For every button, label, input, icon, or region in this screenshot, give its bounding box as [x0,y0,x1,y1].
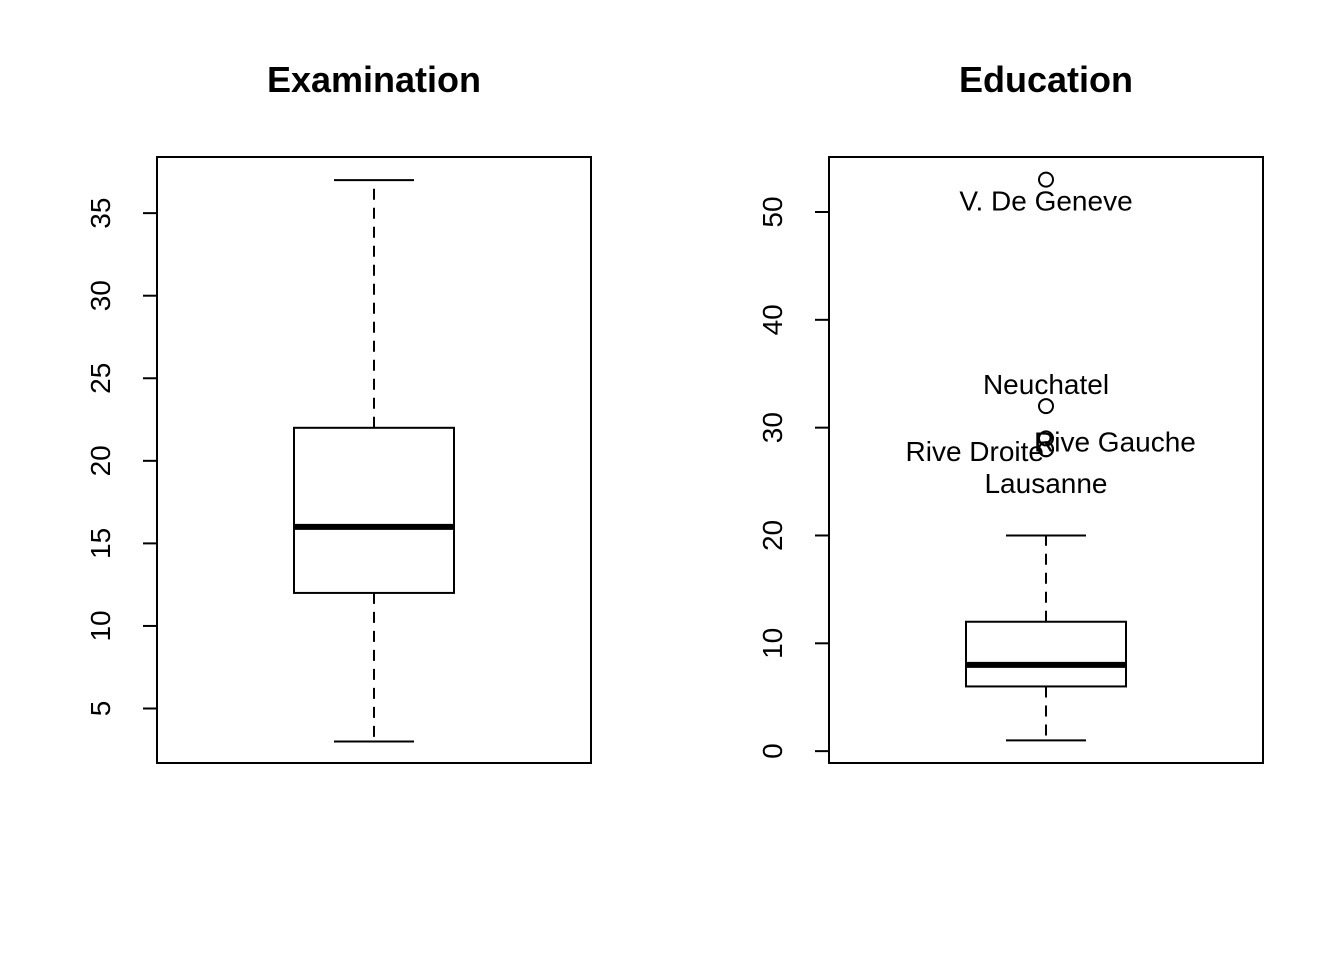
y-tick-label-examination: 35 [85,198,116,229]
y-tick-label-examination: 5 [85,701,116,717]
marks-examination: 5 10 15 20 25 30 35 [85,179,455,743]
y-tick-label-education: 10 [757,628,788,659]
iqr-box [293,426,455,594]
marks-education: 0 10 20 30 40 50 V. De Geneve Neuchatel Rive Gau… [757,171,1196,759]
y-tick-label-education: 0 [757,743,788,759]
y-tick-label-examination: 10 [85,610,116,641]
outlier-label: Rive Gauche [1034,426,1196,457]
y-tick-label-examination: 20 [85,445,116,476]
y-tick-label-examination: 30 [85,280,116,311]
outlier-point [1038,171,1054,188]
y-tick-label-education: 20 [757,520,788,551]
plot-frame-education [828,156,1264,764]
outlier-label: V. De Geneve [959,186,1132,217]
panel-education: Education 0 10 20 30 40 50 V. De Geneve Neuchat… [757,59,1264,764]
y-tick-label-education: 50 [757,196,788,227]
panel-title-examination: Examination [267,59,481,100]
outlier-point [1038,441,1054,458]
iqr-box [965,620,1127,688]
y-tick-label-examination: 15 [85,528,116,559]
panel-examination: Examination 5 10 15 20 25 30 35 [85,59,592,764]
outlier-label: Lausanne [984,468,1107,499]
outlier-point [1038,398,1054,415]
outlier-label: Neuchatel [983,369,1109,400]
y-tick-label-education: 30 [757,412,788,443]
outlier-label: Rive Droite [906,436,1044,467]
outlier-point [1038,430,1054,447]
y-tick-label-examination: 25 [85,363,116,394]
panel-title-education: Education [959,59,1133,100]
y-tick-label-education: 40 [757,304,788,335]
